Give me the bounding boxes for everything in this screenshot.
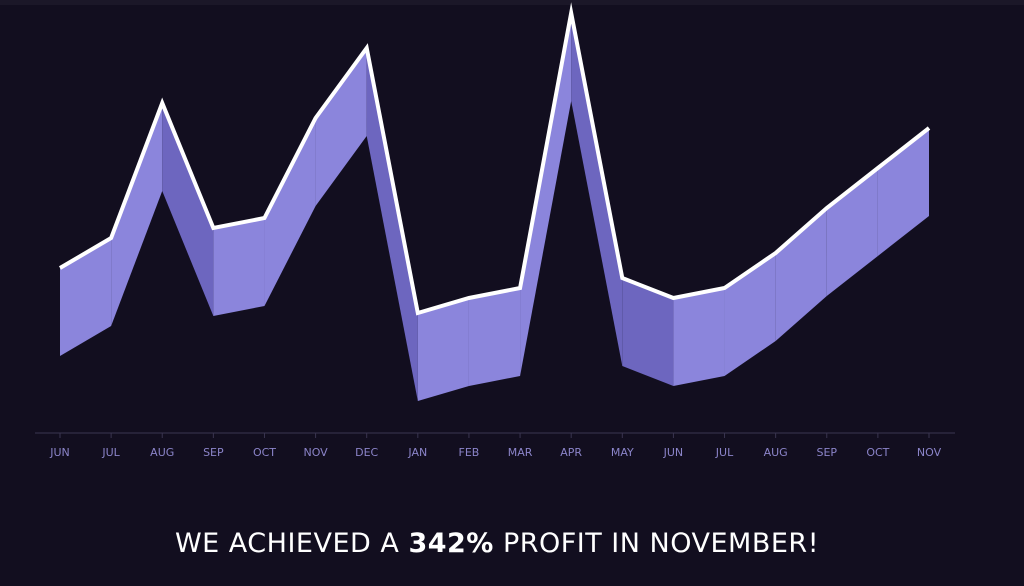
- x-tick-label: APR: [560, 446, 582, 459]
- band-segment: [264, 118, 316, 306]
- x-axis-tick-labels: JUN JUL AUG SEP OCT NOV DEC JAN FEB MAR APR MAY JUN J…: [49, 446, 941, 459]
- band-segment: [315, 48, 367, 206]
- x-axis-ticks: [59, 433, 930, 438]
- headline-highlight: 342%: [408, 528, 494, 559]
- headline: WE ACHIEVED A 342% PROFIT IN NOVEMBER!: [0, 528, 994, 559]
- x-tick-label: SEP: [816, 446, 837, 459]
- band-segment: [468, 288, 521, 386]
- x-tick-label: NOV: [917, 446, 942, 459]
- band-segments: [60, 13, 929, 401]
- headline-prefix: WE ACHIEVED A: [174, 528, 409, 559]
- x-tick-label: AUG: [150, 446, 174, 459]
- band-segment: [111, 103, 163, 326]
- x-tick-label: DEC: [355, 446, 378, 459]
- x-tick-label: JUN: [49, 446, 70, 459]
- band-segment: [571, 13, 623, 366]
- band-segment: [162, 103, 214, 316]
- x-tick-label: JAN: [407, 446, 427, 459]
- x-tick-label: AUG: [764, 446, 788, 459]
- band-segment: [724, 253, 776, 376]
- x-tick-label: SEP: [203, 446, 224, 459]
- band-segment: [775, 208, 827, 341]
- band-segment: [213, 218, 265, 316]
- x-tick-label: FEB: [459, 446, 480, 459]
- top-strip: [0, 0, 1024, 5]
- x-tick-label: JUL: [101, 446, 120, 459]
- band-segment: [520, 13, 572, 376]
- x-tick-label: MAR: [508, 446, 533, 459]
- band-segment: [417, 298, 469, 401]
- headline-suffix: PROFIT IN NOVEMBER!: [493, 528, 820, 559]
- x-tick-label: JUL: [715, 446, 734, 459]
- x-tick-label: JUN: [663, 446, 684, 459]
- area-chart: JUN JUL AUG SEP OCT NOV DEC JAN FEB MAR APR MAY JUN J…: [35, 2, 955, 459]
- series-top-line: [58, 2, 931, 316]
- band-segment: [366, 48, 418, 401]
- band-segment: [622, 278, 674, 386]
- band-segment: [673, 288, 725, 386]
- x-tick-label: OCT: [866, 446, 889, 459]
- x-tick-label: MAY: [611, 446, 634, 459]
- x-tick-label: NOV: [303, 446, 328, 459]
- x-tick-label: OCT: [253, 446, 276, 459]
- band-segment: [60, 238, 112, 356]
